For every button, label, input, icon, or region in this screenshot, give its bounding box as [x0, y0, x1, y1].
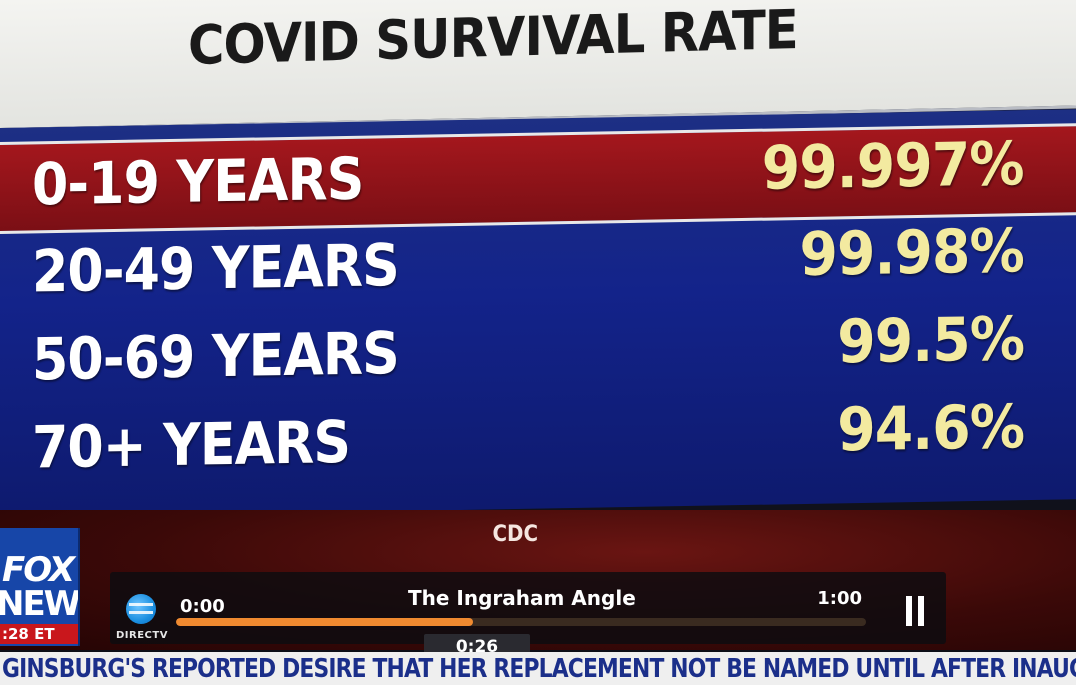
progress-fill	[176, 618, 473, 626]
stat-row-label: 50-69 YEARS	[32, 319, 399, 394]
pause-icon	[906, 596, 912, 626]
stat-row-value: 99.5%	[837, 304, 1024, 378]
time-tag: :28 ET	[0, 624, 78, 644]
stat-row-value: 99.98%	[799, 216, 1024, 291]
stats-panel: 0-19 YEARS 99.997% 20-49 YEARS 99.98% 50…	[0, 109, 1076, 518]
stat-row-label: 70+ YEARS	[32, 407, 351, 482]
ticker-text: GINSBURG'S REPORTED DESIRE THAT HER REPL…	[2, 654, 1076, 684]
source-label: CDC	[492, 522, 539, 547]
logo-fox-text: FOX	[2, 550, 75, 590]
stat-row-value: 94.6%	[837, 392, 1024, 466]
news-ticker: GINSBURG'S REPORTED DESIRE THAT HER REPL…	[0, 652, 1076, 685]
stat-row-20-49: 20-49 YEARS 99.98%	[0, 213, 1076, 318]
pause-icon	[918, 596, 924, 626]
directv-label: DIRECTV	[116, 630, 168, 641]
pause-button[interactable]	[904, 596, 926, 626]
att-globe-icon	[126, 594, 156, 624]
time-end: 1:00	[817, 588, 862, 609]
show-title: The Ingraham Angle	[408, 586, 636, 610]
stat-row-label: 0-19 YEARS	[32, 144, 364, 219]
fox-news-logo: FOX NEWS :28 ET	[0, 528, 80, 646]
stat-row-value: 99.997%	[762, 129, 1024, 204]
stat-row-50-69: 50-69 YEARS 99.5%	[0, 301, 1076, 406]
stat-row-70-plus: 70+ YEARS 94.6%	[0, 389, 1076, 494]
logo-news-text: NEWS	[0, 584, 80, 624]
player-controls: DIRECTV 0:00 The Ingraham Angle 1:00 0:2…	[110, 572, 946, 660]
progress-bar[interactable]	[176, 618, 866, 626]
time-start: 0:00	[180, 596, 225, 617]
stat-row-label: 20-49 YEARS	[32, 231, 399, 306]
